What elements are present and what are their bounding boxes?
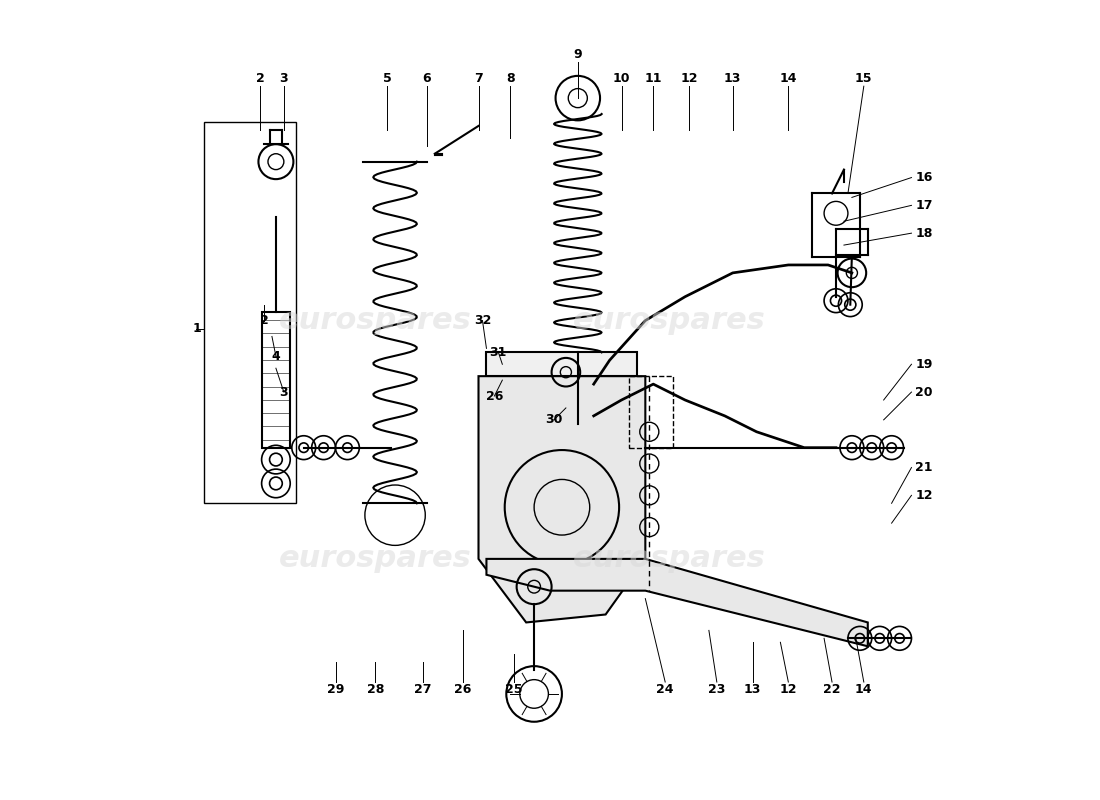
Text: 24: 24 — [657, 683, 674, 697]
Text: 20: 20 — [915, 386, 933, 398]
Text: 16: 16 — [915, 171, 933, 184]
Bar — [205, 122, 296, 503]
Text: 6: 6 — [422, 72, 431, 85]
Text: 22: 22 — [823, 683, 840, 697]
Text: 32: 32 — [474, 314, 492, 327]
Text: 10: 10 — [613, 72, 630, 85]
Polygon shape — [478, 376, 646, 622]
Text: eurospares: eurospares — [573, 306, 766, 335]
Text: 13: 13 — [744, 683, 761, 697]
Text: 26: 26 — [454, 683, 471, 697]
Text: 27: 27 — [414, 683, 431, 697]
Text: 9: 9 — [573, 48, 582, 61]
Text: 25: 25 — [506, 683, 522, 697]
Text: 31: 31 — [490, 346, 507, 359]
Text: 1: 1 — [192, 322, 201, 335]
Bar — [629, 376, 673, 448]
Text: 12: 12 — [915, 489, 933, 502]
Text: eurospares: eurospares — [278, 306, 472, 335]
Text: 14: 14 — [780, 72, 798, 85]
Text: 11: 11 — [645, 72, 662, 85]
Text: eurospares: eurospares — [573, 544, 766, 574]
Text: 3: 3 — [279, 72, 288, 85]
Bar — [562, 376, 594, 424]
Text: 21: 21 — [915, 461, 933, 474]
Text: 17: 17 — [915, 199, 933, 212]
Text: 23: 23 — [708, 683, 726, 697]
Text: 4: 4 — [272, 350, 280, 363]
Bar — [262, 312, 290, 448]
Text: 18: 18 — [915, 226, 933, 240]
Polygon shape — [486, 559, 868, 646]
Text: 15: 15 — [855, 72, 872, 85]
Text: 5: 5 — [383, 72, 392, 85]
Text: 8: 8 — [506, 72, 515, 85]
Polygon shape — [486, 352, 637, 376]
Text: 7: 7 — [474, 72, 483, 85]
Text: 2: 2 — [260, 314, 268, 327]
Text: 14: 14 — [855, 683, 872, 697]
Text: 30: 30 — [546, 414, 563, 426]
Text: 29: 29 — [327, 683, 344, 697]
Text: 2: 2 — [255, 72, 264, 85]
Text: 12: 12 — [780, 683, 798, 697]
Text: 3: 3 — [279, 386, 288, 398]
Text: 28: 28 — [366, 683, 384, 697]
Text: 13: 13 — [724, 72, 741, 85]
Text: 19: 19 — [915, 358, 933, 370]
Text: 12: 12 — [680, 72, 697, 85]
Text: eurospares: eurospares — [278, 544, 472, 574]
Text: 26: 26 — [486, 390, 503, 402]
